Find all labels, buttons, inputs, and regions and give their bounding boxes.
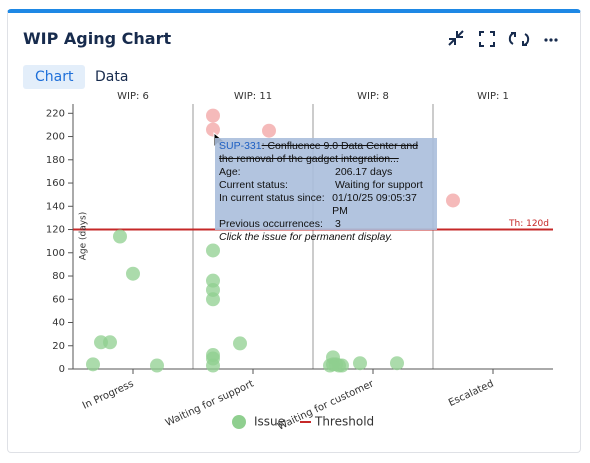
fullscreen-icon[interactable] xyxy=(479,31,495,47)
tooltip-cell: 01/10/25 09:05:37 PM xyxy=(332,192,417,217)
tooltip-cell: 206.17 days xyxy=(335,166,393,178)
tooltip-row: Current status: Waiting for support xyxy=(219,179,433,192)
point xyxy=(262,123,276,138)
card xyxy=(7,9,581,453)
issue-key[interactable]: SUP-331 xyxy=(219,140,262,152)
minimize-icon[interactable] xyxy=(448,30,464,46)
point xyxy=(446,193,460,208)
y-tick-label: 60 xyxy=(52,294,65,305)
y-axis-label: Age (days) xyxy=(79,212,89,261)
tooltip-row: Age: 206.17 days xyxy=(219,166,433,179)
column-label: WIP: 11 xyxy=(234,91,272,102)
column-label: WIP: 6 xyxy=(117,91,149,102)
x-tick-label: In Progress xyxy=(81,378,136,411)
y-tick-label: 40 xyxy=(52,318,65,329)
threshold-label: Th: 120d xyxy=(508,219,549,229)
y-tick-label: 200 xyxy=(46,132,65,143)
tooltip-cell: Waiting for support xyxy=(335,179,423,191)
issue-summary: : Confluence 9.0 Data Center and the rem… xyxy=(219,140,419,165)
point xyxy=(233,336,247,351)
point xyxy=(113,229,127,244)
point xyxy=(206,108,220,123)
point xyxy=(206,122,220,137)
point xyxy=(206,358,220,373)
y-tick-label: 160 xyxy=(46,178,65,189)
tab[interactable]: Chart xyxy=(23,65,86,89)
toolbar xyxy=(448,30,558,47)
y-tick-label: 220 xyxy=(46,108,65,119)
tooltip: SUP-331: Confluence 9.0 Data Center and … xyxy=(215,138,437,243)
point xyxy=(86,357,100,372)
tooltip-cell: Previous occurrences: xyxy=(219,218,323,230)
tooltip-row: Previous occurrences: 3 xyxy=(219,218,433,231)
legend-swatch xyxy=(232,415,246,429)
y-tick-label: 180 xyxy=(46,155,65,166)
column-label: WIP: 8 xyxy=(357,91,389,102)
point xyxy=(335,358,349,373)
point xyxy=(353,356,367,371)
tooltip-cell: Current status: xyxy=(219,179,288,191)
y-tick-label: 140 xyxy=(46,201,65,212)
column-label: WIP: 1 xyxy=(477,91,509,102)
point xyxy=(206,243,220,258)
gadget-title: WIP Aging Chart xyxy=(23,29,172,48)
legend-label: Threshold xyxy=(314,415,374,429)
tooltip-cell: In current status since: xyxy=(219,192,325,204)
tooltip-cell: Age: xyxy=(219,166,241,178)
y-tick-label: 0 xyxy=(59,364,65,375)
point xyxy=(390,356,404,371)
tab[interactable]: Data xyxy=(95,69,129,85)
x-tick-label: Escalated xyxy=(447,378,496,408)
point xyxy=(126,266,140,281)
refresh-icon[interactable] xyxy=(508,32,530,46)
y-tick-label: 120 xyxy=(46,225,65,236)
tooltip-row: In current status since: 01/10/25 09:05:3… xyxy=(219,192,433,218)
point xyxy=(206,292,220,307)
y-tick-label: 80 xyxy=(52,271,65,282)
y-tick-label: 100 xyxy=(46,248,65,259)
point xyxy=(323,358,337,373)
point xyxy=(150,358,164,373)
tooltip-cell: 3 xyxy=(335,218,341,230)
tooltip-hint: Click the issue for permanent display. xyxy=(219,231,393,243)
point xyxy=(103,335,117,350)
more-icon[interactable] xyxy=(544,38,558,42)
legend-label: Issue xyxy=(254,415,285,429)
y-tick-label: 20 xyxy=(52,341,65,352)
